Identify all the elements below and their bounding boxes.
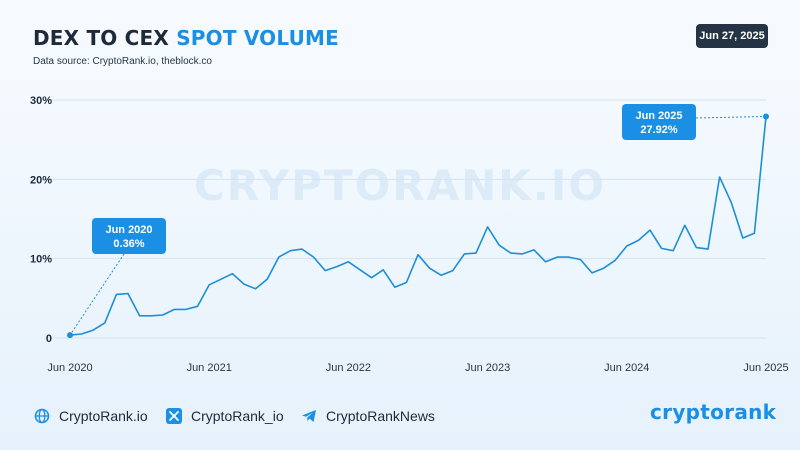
footer-x-label: CryptoRank_io: [191, 408, 284, 424]
cryptorank-logo: cryptorank: [650, 400, 777, 424]
data-point-end: [763, 113, 769, 120]
x-tick-label: Jun 2021: [187, 362, 232, 374]
annotation-date: Jun 2025: [635, 110, 682, 122]
title-prefix: DEX TO CEX: [33, 26, 170, 50]
y-tick-label: 0: [46, 333, 52, 345]
data-source: Data source: CryptoRank.io, theblock.co: [33, 56, 212, 67]
annotation-leader: [695, 116, 767, 119]
footer-telegram-label: CryptoRankNews: [326, 408, 435, 424]
x-tick-label: Jun 2023: [465, 362, 510, 374]
x-tick-label: Jun 2020: [47, 362, 92, 374]
footer-telegram-link[interactable]: CryptoRankNews: [300, 405, 435, 427]
annotation-leader: [69, 253, 125, 336]
annotation-value: 27.92%: [640, 124, 678, 136]
y-tick-label: 30%: [30, 95, 52, 107]
annotation-date: Jun 2020: [105, 224, 152, 236]
annotation-box: [92, 218, 166, 254]
footer-website-link[interactable]: CryptoRank.io: [33, 405, 148, 427]
footer-website-label: CryptoRank.io: [59, 408, 148, 424]
date-badge: Jun 27, 2025: [696, 24, 768, 48]
x-tick-label: Jun 2025: [743, 362, 788, 374]
series-line: [69, 116, 767, 336]
x-logo-icon: [165, 407, 183, 425]
chart-title: DEX TO CEX SPOT VOLUME: [33, 26, 339, 50]
telegram-icon: [300, 407, 318, 425]
annotation-value: 0.36%: [113, 238, 144, 250]
globe-icon: [33, 407, 51, 425]
x-tick-label: Jun 2022: [326, 362, 371, 374]
watermark: CRYPTORANK.IO: [194, 161, 606, 210]
x-tick-label: Jun 2024: [604, 362, 649, 374]
y-tick-label: 20%: [30, 174, 52, 186]
y-tick-label: 10%: [30, 254, 52, 266]
title-accent: SPOT VOLUME: [176, 26, 340, 50]
annotation-box: [622, 104, 696, 140]
footer-x-link[interactable]: CryptoRank_io: [165, 405, 284, 427]
